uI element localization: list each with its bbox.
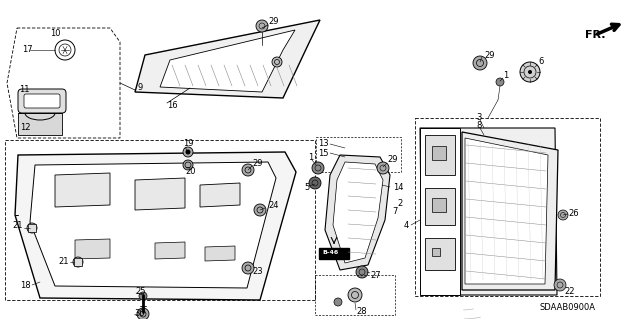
Text: 14: 14 <box>393 182 403 191</box>
Polygon shape <box>15 152 296 300</box>
Text: 12: 12 <box>20 123 31 132</box>
Text: 3: 3 <box>476 113 481 122</box>
Circle shape <box>27 223 37 233</box>
Bar <box>415 118 600 296</box>
Text: 2: 2 <box>397 198 403 207</box>
Polygon shape <box>205 246 235 261</box>
Polygon shape <box>155 242 185 259</box>
Circle shape <box>272 57 282 67</box>
Circle shape <box>256 20 268 32</box>
Polygon shape <box>325 155 390 270</box>
Text: 29: 29 <box>252 159 262 167</box>
Text: 13: 13 <box>318 139 328 149</box>
Text: 19: 19 <box>183 139 193 149</box>
Polygon shape <box>55 173 110 207</box>
Text: 29: 29 <box>484 50 495 60</box>
Text: 21: 21 <box>12 220 22 229</box>
Bar <box>432 146 446 160</box>
Circle shape <box>183 160 193 170</box>
Circle shape <box>183 147 193 157</box>
Text: 30: 30 <box>134 309 145 318</box>
Bar <box>319 248 349 259</box>
Text: 26: 26 <box>568 209 579 218</box>
Text: 20: 20 <box>185 167 195 175</box>
Polygon shape <box>425 135 455 175</box>
FancyBboxPatch shape <box>24 94 60 108</box>
Polygon shape <box>18 113 62 135</box>
Circle shape <box>242 164 254 176</box>
Text: 9: 9 <box>137 84 142 93</box>
Text: 22: 22 <box>564 287 575 296</box>
Bar <box>432 198 446 212</box>
Text: 5: 5 <box>304 183 309 192</box>
Bar <box>28 224 36 232</box>
Polygon shape <box>135 178 185 210</box>
Text: 4: 4 <box>404 220 409 229</box>
Text: 1: 1 <box>308 152 313 161</box>
Circle shape <box>356 266 368 278</box>
Text: 11: 11 <box>19 85 29 93</box>
Text: 1: 1 <box>503 71 508 80</box>
Bar <box>5 140 315 300</box>
Text: 18: 18 <box>20 280 31 290</box>
Circle shape <box>334 298 342 306</box>
Text: 17: 17 <box>22 46 33 55</box>
Polygon shape <box>333 162 383 263</box>
Text: FR.: FR. <box>585 30 605 40</box>
Bar <box>316 137 401 172</box>
Polygon shape <box>200 183 240 207</box>
Polygon shape <box>462 132 558 290</box>
Text: 21: 21 <box>58 257 68 266</box>
Polygon shape <box>425 238 455 270</box>
Bar <box>432 248 440 256</box>
Circle shape <box>254 204 266 216</box>
Text: B-46: B-46 <box>322 250 339 256</box>
Bar <box>315 275 395 315</box>
Text: 10: 10 <box>50 29 60 39</box>
Text: 29: 29 <box>387 155 397 165</box>
Circle shape <box>473 56 487 70</box>
Circle shape <box>73 257 83 267</box>
Circle shape <box>528 70 532 74</box>
Polygon shape <box>425 188 455 225</box>
Text: 29: 29 <box>268 18 278 26</box>
Text: 27: 27 <box>370 271 381 279</box>
Polygon shape <box>135 20 320 98</box>
Circle shape <box>137 308 149 319</box>
Polygon shape <box>30 162 276 288</box>
Circle shape <box>312 162 324 174</box>
Bar <box>74 258 82 266</box>
Polygon shape <box>465 138 548 284</box>
Circle shape <box>242 262 254 274</box>
Circle shape <box>377 162 389 174</box>
FancyBboxPatch shape <box>18 89 66 113</box>
Circle shape <box>496 78 504 86</box>
Text: 24: 24 <box>268 202 278 211</box>
Text: 7: 7 <box>392 207 397 217</box>
Polygon shape <box>420 128 557 295</box>
Circle shape <box>348 288 362 302</box>
Text: 15: 15 <box>318 149 328 158</box>
Text: 6: 6 <box>538 57 543 66</box>
Text: SDAAB0900A: SDAAB0900A <box>540 303 596 313</box>
Circle shape <box>554 279 566 291</box>
Text: 23: 23 <box>252 268 262 277</box>
Polygon shape <box>160 30 295 92</box>
Circle shape <box>520 62 540 82</box>
Text: 8: 8 <box>476 121 481 130</box>
Text: 25: 25 <box>135 286 145 295</box>
Text: 28: 28 <box>356 308 367 316</box>
Circle shape <box>139 292 147 300</box>
Polygon shape <box>75 239 110 259</box>
Text: 16: 16 <box>167 101 178 110</box>
Circle shape <box>309 177 321 189</box>
Circle shape <box>558 210 568 220</box>
Circle shape <box>186 150 191 154</box>
Polygon shape <box>420 128 460 295</box>
